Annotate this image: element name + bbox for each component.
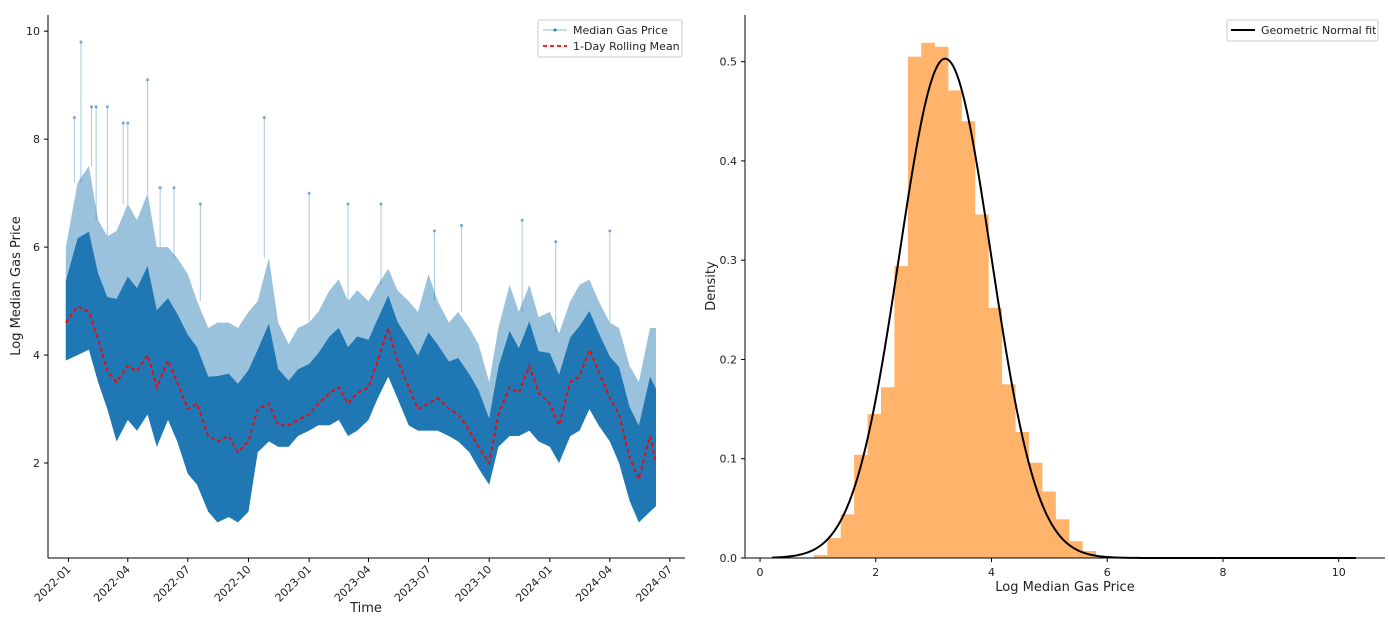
histogram-bar — [854, 454, 868, 558]
histogram-bar — [813, 555, 828, 558]
legend-median-marker — [553, 28, 557, 32]
spike-point — [346, 202, 350, 206]
spike-point — [79, 40, 83, 44]
histogram-bar — [894, 266, 909, 558]
x-tick-label: 4 — [988, 566, 995, 579]
y-tick-label: 0.1 — [720, 453, 738, 466]
histogram-bar — [961, 121, 976, 558]
histogram-bar — [921, 42, 935, 559]
spike-point — [379, 202, 383, 206]
x-tick-label: 2023-04 — [332, 563, 374, 605]
spike-point — [94, 105, 98, 109]
spike-point — [90, 105, 94, 109]
histogram-bar — [1028, 462, 1043, 558]
left-x-label: Time — [349, 601, 382, 616]
histogram-bar — [988, 307, 1003, 558]
y-tick-label: 6 — [33, 241, 40, 254]
x-tick-label: 2024-07 — [633, 563, 675, 605]
median-price-band — [65, 231, 656, 523]
y-tick-label: 2 — [33, 457, 40, 470]
left-legend: Median Gas Price 1-Day Rolling Mean — [537, 19, 683, 58]
x-tick-label: 2023-10 — [453, 563, 495, 605]
legend-median-label: Median Gas Price — [573, 24, 668, 37]
histogram-bar — [974, 214, 989, 559]
y-tick-label: 0.4 — [720, 155, 738, 168]
x-tick-label: 6 — [1104, 566, 1111, 579]
legend-fit-label: Geometric Normal fit — [1261, 24, 1377, 37]
spike-point — [126, 121, 130, 125]
time-series-plot-area — [65, 40, 657, 523]
spike-point — [121, 121, 125, 125]
histogram-bar — [827, 538, 842, 558]
x-tick-label: 2 — [872, 566, 879, 579]
histogram-bar — [1042, 491, 1056, 558]
legend-box — [1226, 19, 1379, 42]
y-tick-label: 0.0 — [720, 552, 738, 565]
legend-rolling-label: 1-Day Rolling Mean — [573, 40, 680, 53]
y-tick-label: 0.2 — [720, 353, 738, 366]
x-tick-label: 2022-04 — [91, 563, 133, 605]
x-tick-label: 2024-01 — [513, 563, 555, 605]
x-tick-label: 2023-07 — [392, 563, 434, 605]
x-tick-label: 8 — [1219, 566, 1226, 579]
spike-point — [459, 224, 463, 228]
histogram-bar — [880, 387, 895, 558]
x-tick-label: 2022-10 — [212, 563, 254, 605]
y-tick-label: 0.3 — [720, 254, 738, 267]
spike-point — [432, 229, 436, 233]
spike-point — [608, 229, 612, 233]
x-tick-label: 0 — [757, 566, 764, 579]
spike-point — [262, 116, 266, 120]
histogram-bar — [948, 90, 962, 558]
histogram-bar — [934, 46, 949, 559]
y-tick-label: 8 — [33, 133, 40, 146]
time-series-panel: 2 4 6 8 10 2022-01 2022-04 2022-07 2022-10 2023-0… — [9, 15, 685, 616]
histogram-bar — [867, 414, 882, 558]
x-tick-label: 2024-04 — [573, 563, 615, 605]
histogram-bar — [1015, 431, 1029, 558]
spike-point — [520, 218, 524, 222]
spike-point — [72, 116, 76, 120]
right-legend: Geometric Normal fit — [1226, 19, 1379, 42]
y-tick-label: 10 — [26, 25, 40, 38]
x-tick-label: 2023-01 — [273, 563, 315, 605]
x-tick-label: 2022-07 — [151, 563, 193, 605]
spike-point — [198, 202, 202, 206]
histogram-plot-area — [772, 42, 1357, 559]
right-x-label: Log Median Gas Price — [995, 580, 1134, 595]
histogram-bar — [1001, 384, 1016, 558]
x-tick-label: 10 — [1332, 566, 1346, 579]
histogram-bar — [840, 514, 855, 558]
spike-point — [307, 191, 311, 195]
spike-point — [554, 240, 558, 244]
left-y-label: Log Median Gas Price — [9, 216, 24, 355]
right-y-label: Density — [704, 261, 719, 311]
spike-point — [146, 78, 150, 82]
spike-point — [172, 186, 176, 190]
y-tick-label: 4 — [33, 349, 40, 362]
spike-point — [158, 186, 162, 190]
histogram-panel: 0.0 0.1 0.2 0.3 0.4 0.5 0 2 4 6 8 10 Log Median Gas… — [704, 15, 1385, 595]
spike-point — [105, 105, 109, 109]
y-tick-label: 0.5 — [720, 56, 738, 69]
x-tick-label: 2022-01 — [32, 563, 74, 605]
right-ticks: 0.0 0.1 0.2 0.3 0.4 0.5 0 2 4 6 8 10 — [720, 56, 1346, 579]
legend-box — [537, 19, 683, 58]
